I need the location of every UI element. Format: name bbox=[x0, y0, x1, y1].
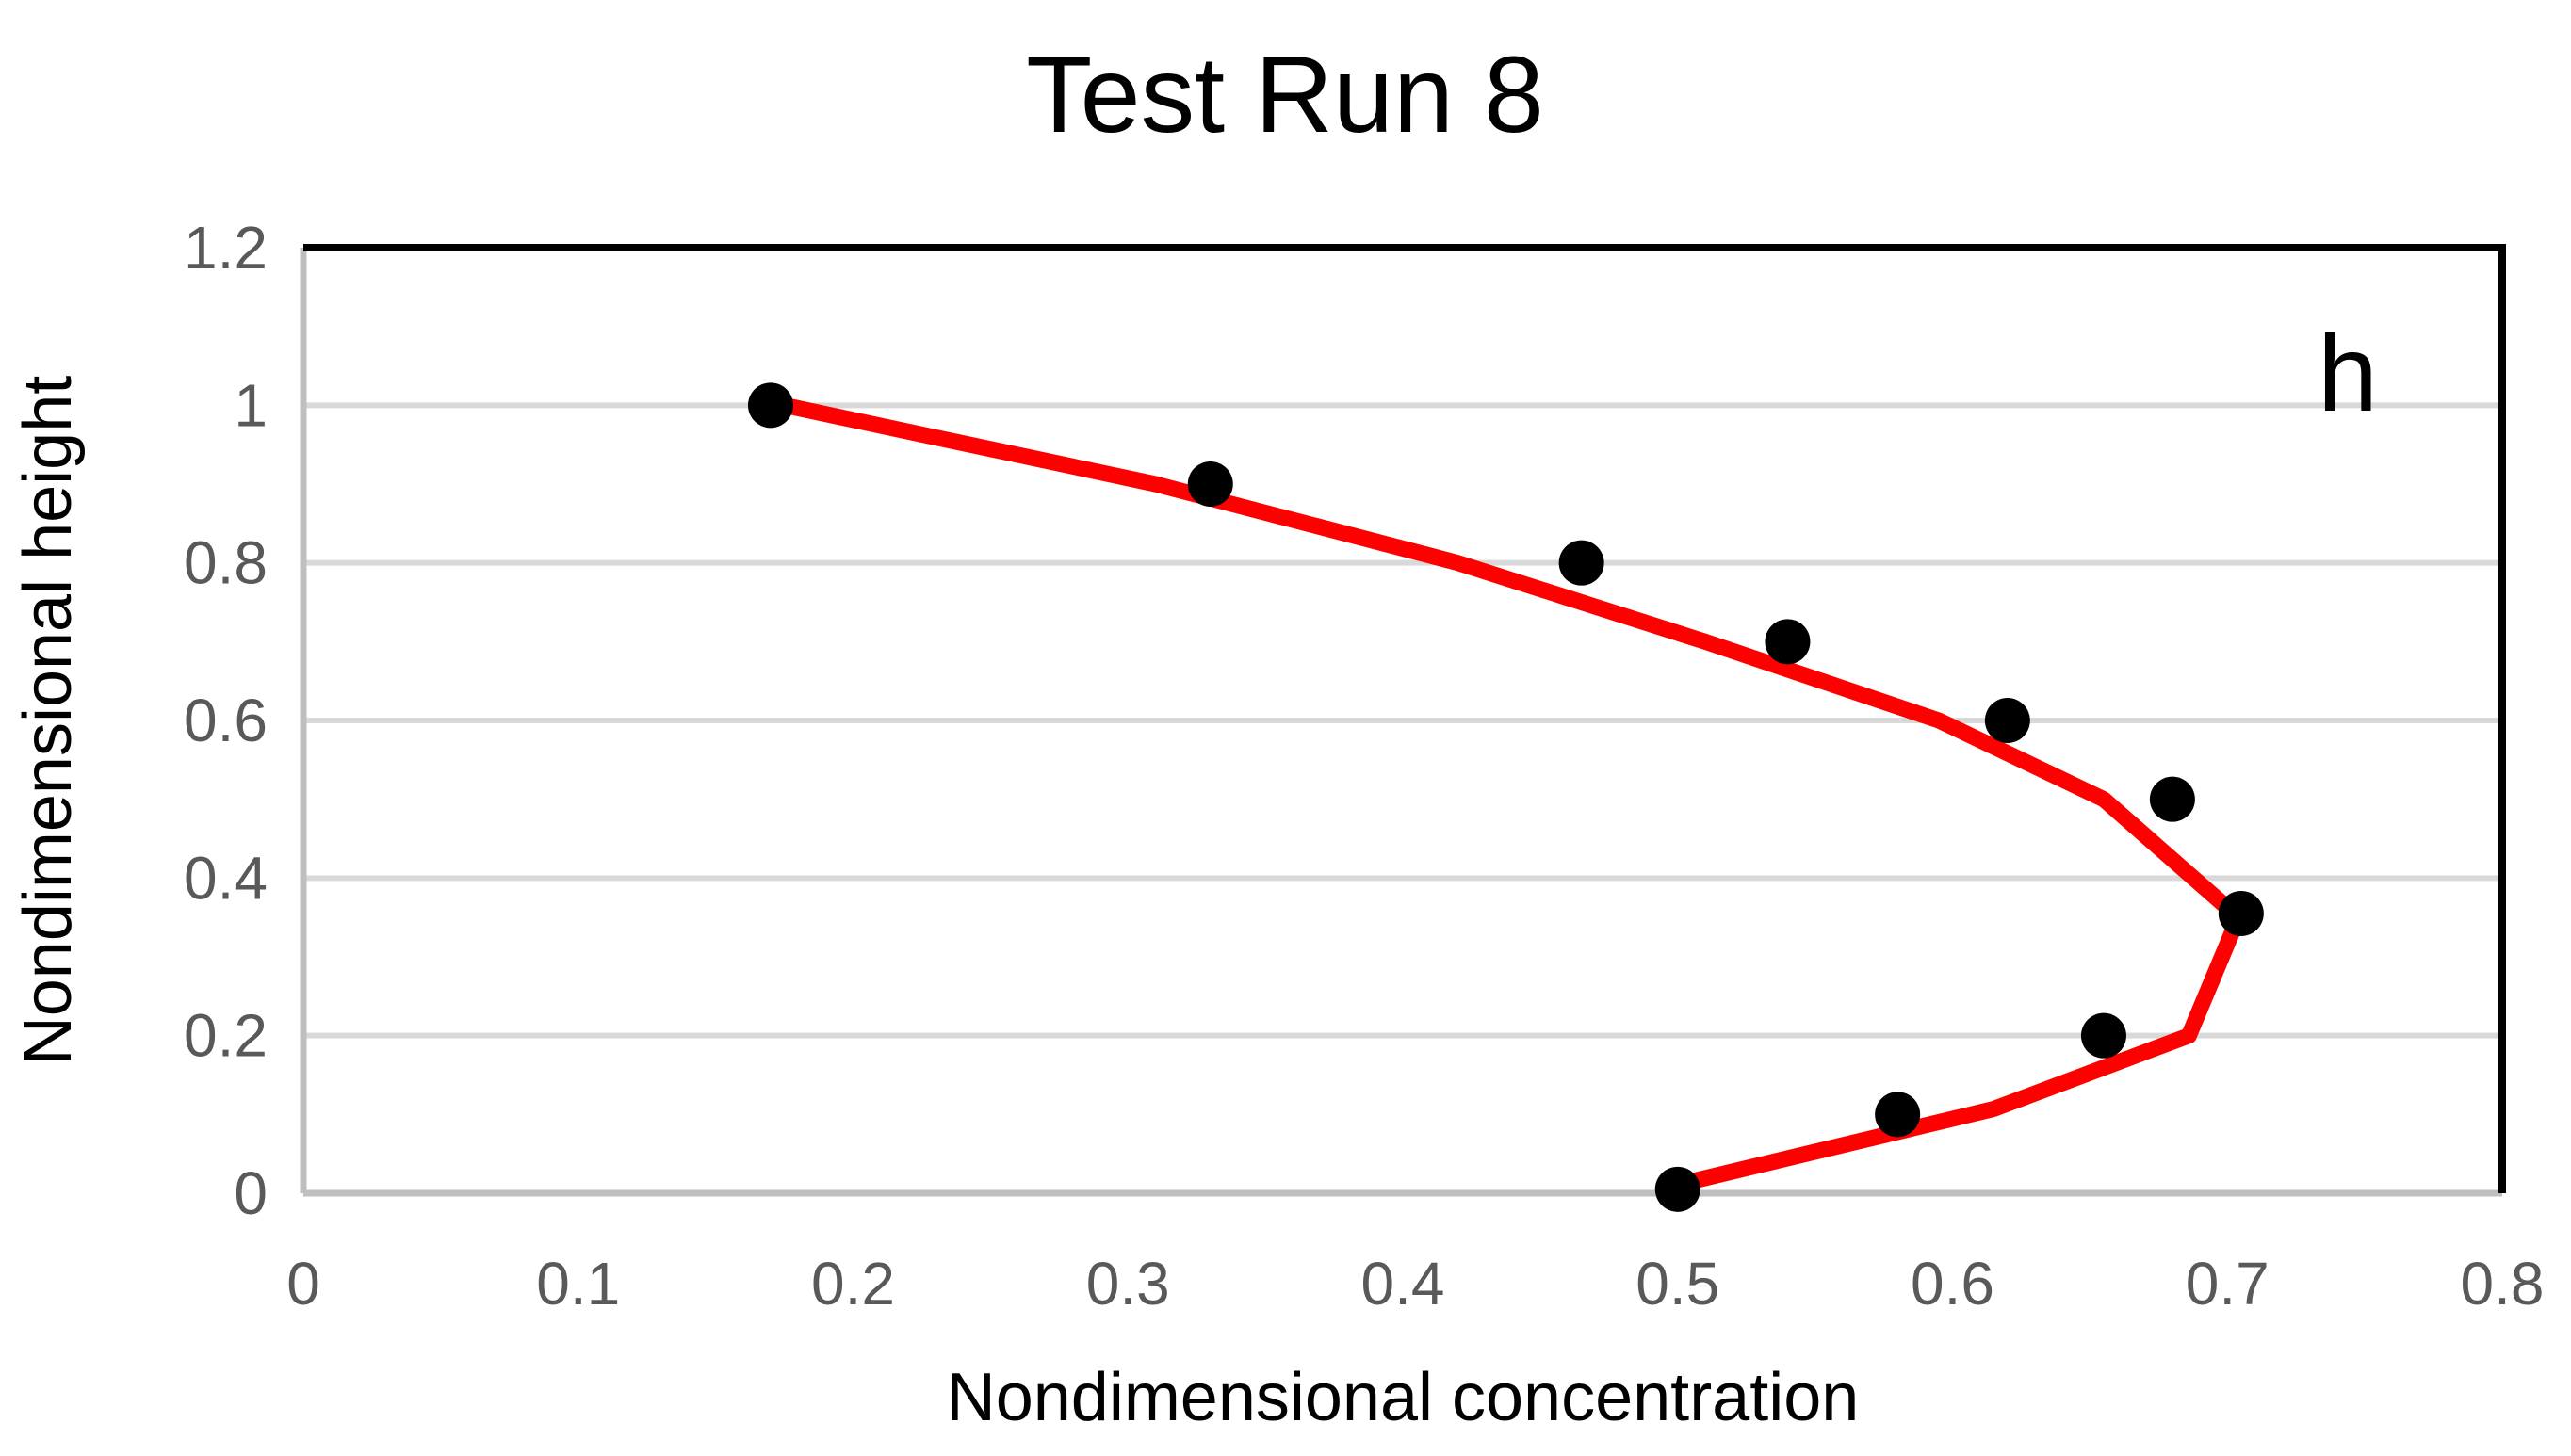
scatter-point bbox=[1654, 1166, 1700, 1212]
x-tick-label: 0.6 bbox=[1911, 1250, 1994, 1318]
x-tick-label: 0.7 bbox=[2186, 1250, 2270, 1318]
x-tick-label: 0.8 bbox=[2461, 1250, 2545, 1318]
x-tick-label: 0.2 bbox=[811, 1250, 895, 1318]
scatter-point bbox=[2080, 1012, 2126, 1059]
y-tick-label: 0 bbox=[234, 1159, 268, 1227]
x-tick-label: 0 bbox=[286, 1250, 320, 1318]
scatter-point bbox=[1984, 698, 2030, 743]
y-tick-label: 0.4 bbox=[184, 844, 268, 912]
scatter-point bbox=[2218, 890, 2264, 936]
scatter-point bbox=[747, 382, 793, 429]
y-axis-title: Nondimensional height bbox=[10, 376, 86, 1065]
chart-title: Test Run 8 bbox=[1026, 35, 1544, 155]
scatter-point bbox=[1765, 619, 1811, 665]
scatter-point bbox=[1187, 461, 1233, 507]
scatter-point bbox=[1875, 1092, 1921, 1138]
x-tick-label: 0.4 bbox=[1361, 1250, 1445, 1318]
y-tick-label: 1.2 bbox=[184, 214, 268, 282]
x-tick-label: 0.1 bbox=[536, 1250, 620, 1318]
y-tick-label: 0.2 bbox=[184, 1002, 268, 1070]
model-line bbox=[782, 397, 2247, 1189]
x-tick-label: 0.5 bbox=[1635, 1250, 1719, 1318]
scatter-point bbox=[2149, 776, 2195, 822]
x-tick-label: 0.3 bbox=[1086, 1250, 1170, 1318]
y-tick-label: 0.6 bbox=[184, 687, 268, 754]
x-axis-title: Nondimensional concentration bbox=[947, 1360, 1860, 1435]
y-tick-label: 1 bbox=[234, 371, 268, 439]
legend: h bbox=[2318, 314, 2378, 434]
y-tick-label: 0.8 bbox=[184, 529, 268, 597]
scatter-point bbox=[1558, 540, 1604, 586]
legend-label: h bbox=[2318, 314, 2378, 434]
plot-area: 0 0.2 0.4 0.6 0.8 1 1.2 0 0.1 0.2 0.3 0.4 0.5 0.6 0.7 0… bbox=[184, 214, 2544, 1318]
